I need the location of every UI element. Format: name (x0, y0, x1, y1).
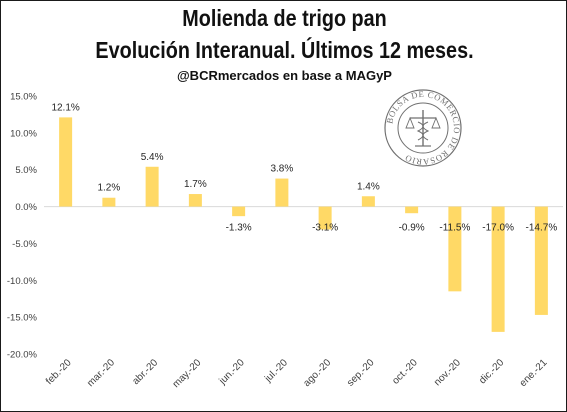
data-label: -1.3% (226, 223, 252, 234)
y-tick-label: 15.0% (10, 92, 37, 103)
x-tick-label: feb.-20 (44, 357, 74, 387)
data-label: 12.1% (51, 102, 79, 113)
y-tick-label: 5.0% (15, 165, 37, 176)
bar (534, 206, 548, 315)
data-label: -17.0% (482, 223, 514, 234)
x-tick-label: jul.-20 (262, 357, 290, 385)
data-label: -0.9% (399, 223, 425, 234)
data-label: 5.4% (141, 152, 164, 163)
x-tick-label: may.-20 (171, 357, 204, 390)
y-tick-label: -20.0% (7, 350, 38, 361)
x-tick-label: sep.-20 (345, 357, 377, 389)
x-tick-label: ene.-21 (518, 357, 550, 389)
data-label: 1.2% (97, 183, 120, 194)
chart-subtitle: @BCRmercados en base a MAGyP (177, 68, 392, 83)
bar (145, 166, 159, 207)
bar (448, 206, 462, 292)
y-tick-label: -5.0% (12, 239, 37, 250)
y-tick-label: -15.0% (7, 313, 38, 324)
bar (318, 206, 332, 230)
y-tick-label: 0.0% (15, 202, 37, 213)
chart-title-line-1: Molienda de trigo pan (182, 5, 387, 31)
x-tick-label: jun.-20 (217, 357, 247, 387)
bar (275, 178, 289, 207)
x-tick-label: abr.-20 (130, 357, 160, 387)
bcr-seal-logo: BOLSA DE COMERCIO DE ROSARIO (384, 89, 462, 167)
data-label: -11.5% (439, 223, 470, 234)
bar (491, 206, 505, 332)
bar (188, 194, 202, 207)
x-tick-label: dic.-20 (477, 357, 506, 386)
bar (102, 197, 116, 207)
bar (59, 117, 73, 207)
data-label: 1.7% (184, 179, 207, 190)
bar (405, 206, 419, 214)
data-label: -3.1% (312, 223, 338, 234)
x-tick-label: oct.-20 (390, 357, 420, 387)
chart-title-line-2: Evolución Interanual. Últimos 12 meses. (95, 37, 474, 63)
x-tick-label: nov.-20 (432, 357, 463, 388)
y-tick-label: -10.0% (7, 276, 38, 287)
x-tick-label: mar.-20 (85, 357, 117, 389)
bar (232, 206, 246, 217)
data-label: 1.4% (357, 181, 380, 192)
x-tick-label: ago.-20 (301, 357, 333, 389)
data-label: 3.8% (270, 164, 293, 175)
data-label: -14.7% (526, 223, 558, 234)
y-tick-label: 10.0% (10, 128, 37, 139)
bar (361, 196, 375, 207)
